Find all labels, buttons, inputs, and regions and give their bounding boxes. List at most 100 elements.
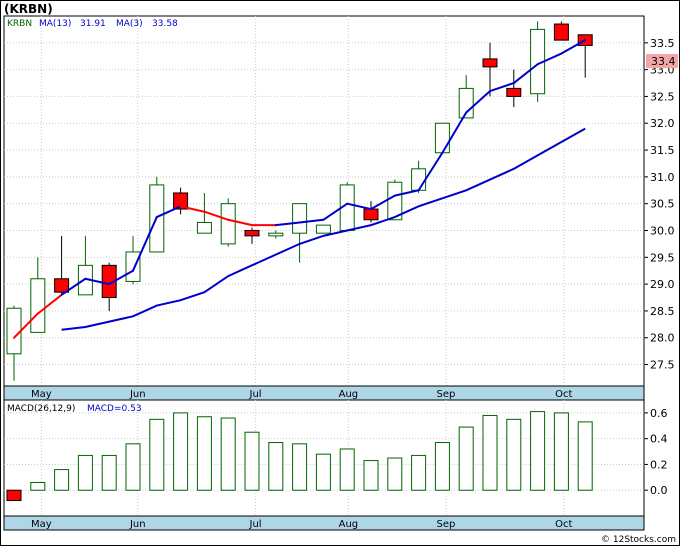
down-candle: [101, 264, 117, 299]
up-candle: [196, 221, 212, 234]
macd-bar-series: [6, 411, 593, 502]
ma3-segment-up: [60, 277, 87, 296]
price-y-tick-label: 31.5: [650, 144, 675, 157]
macd-bar: [196, 416, 212, 491]
price-x-axis: May Jun Jul Aug Sep Oct: [31, 389, 572, 400]
ma13-line: [61, 127, 586, 331]
ma3-segment-up: [298, 218, 325, 224]
up-candle: [292, 203, 308, 234]
macd-legend-value: MACD=0.53: [87, 404, 142, 414]
up-candle: [268, 232, 284, 237]
up-candle: [434, 122, 450, 154]
macd-bar: [363, 460, 379, 491]
moving-averages: [13, 39, 587, 339]
up-candle: [220, 203, 236, 245]
macd-bar: [77, 454, 93, 491]
macd-y-tick-label: 0.6: [650, 407, 668, 420]
macd-y-tick-label: 0.4: [650, 433, 668, 446]
macd-bar: [553, 412, 569, 491]
macd-x-tick-label: Jul: [249, 519, 262, 530]
price-y-tick-label: 28.5: [650, 305, 675, 318]
macd-x-tick-label: Oct: [555, 519, 572, 530]
price-y-axis: 27.5 28.0 28.5 29.0 29.5 30.0 30.5 31.0 31.5 32.0…: [644, 37, 675, 372]
down-candle: [553, 23, 569, 41]
ma3-segment-down: [36, 293, 63, 315]
macd-y-axis: 0.0 0.2 0.4 0.6: [644, 407, 668, 497]
price-x-tick-label: Jun: [129, 389, 146, 400]
price-y-tick-label: 29.0: [650, 278, 675, 291]
down-candle: [54, 278, 70, 293]
last-price-tag-text: 33.4: [651, 55, 676, 68]
ma3-segment-up: [322, 202, 349, 221]
ma3-segment-up: [489, 82, 515, 93]
ma3-segment-up: [441, 111, 468, 154]
macd-bar-negative: [6, 489, 22, 502]
macd-bar: [339, 448, 355, 491]
last-price-tag: [646, 54, 678, 68]
up-candle: [315, 224, 331, 234]
down-candle: [506, 87, 522, 97]
macd-bar: [149, 418, 165, 491]
macd-x-tick-label: May: [31, 519, 52, 530]
macd-bar: [315, 453, 331, 491]
ma3-segment-up: [108, 269, 134, 286]
up-candle: [125, 251, 141, 282]
price-y-tick-label: 30.0: [650, 224, 675, 237]
price-y-tick-label: 33.5: [650, 37, 675, 50]
price-y-tick-label: 30.5: [650, 198, 675, 211]
price-x-tick-label: Aug: [339, 389, 359, 400]
macd-bar: [411, 454, 427, 491]
up-candle: [30, 278, 46, 333]
price-x-tick-label: May: [31, 389, 52, 400]
macd-legend-label: MACD(26,12,9): [7, 404, 75, 414]
macd-bar: [387, 457, 403, 491]
legend-ticker: KRBN: [7, 19, 32, 29]
ma3-segment-up: [84, 277, 111, 286]
ma3-segment-down: [227, 218, 253, 227]
down-candle: [482, 58, 498, 68]
ma3-segment-up: [465, 90, 491, 114]
ma3-segment-up: [370, 194, 396, 211]
macd-x-axis-band: [3, 515, 645, 531]
macd-bar: [54, 469, 70, 491]
up-candle: [387, 181, 403, 221]
macd-bar: [173, 412, 189, 491]
macd-bar: [268, 442, 284, 491]
ma3-segment-up: [512, 63, 539, 85]
macd-bar: [530, 411, 546, 491]
price-y-tick-label: 27.5: [650, 359, 675, 372]
price-y-tick-label: 29.5: [650, 251, 675, 264]
ma3-segment-up: [274, 221, 301, 227]
up-candle: [411, 168, 427, 191]
macd-x-tick-label: Jun: [129, 519, 146, 530]
up-candle: [6, 307, 22, 355]
macd-bar: [30, 481, 46, 491]
chart-title: (KRBN): [4, 2, 53, 16]
down-candle: [363, 208, 379, 221]
ma3-segment-down: [203, 210, 230, 221]
price-x-tick-label: Jul: [249, 389, 262, 400]
macd-bar: [101, 454, 117, 491]
down-candle: [173, 192, 189, 210]
macd-bar: [482, 414, 498, 491]
macd-x-axis: May Jun Jul Aug Sep Oct: [31, 519, 572, 530]
ma3-segment-up: [155, 205, 182, 219]
ma3-segment-up: [417, 151, 444, 192]
macd-x-tick-label: Aug: [339, 519, 359, 530]
macd-x-tick-label: Sep: [437, 519, 456, 530]
price-x-tick-label: Oct: [555, 389, 572, 400]
macd-bar: [244, 431, 260, 491]
macd-y-tick-label: 0.2: [650, 458, 668, 471]
price-panel: [3, 15, 645, 387]
price-y-tick-label: 32.5: [650, 90, 675, 103]
legend-ma13-value: 31.91: [80, 19, 106, 29]
macd-bar: [506, 418, 522, 491]
macd-bar: [292, 443, 308, 491]
ma3-segment-down: [179, 205, 206, 213]
footer-credit: © 12Stocks.com: [601, 535, 676, 545]
ma3-segment-up: [132, 216, 158, 272]
legend-ma3-value: 33.58: [152, 19, 178, 29]
macd-y-tick-label: 0.0: [650, 484, 668, 497]
